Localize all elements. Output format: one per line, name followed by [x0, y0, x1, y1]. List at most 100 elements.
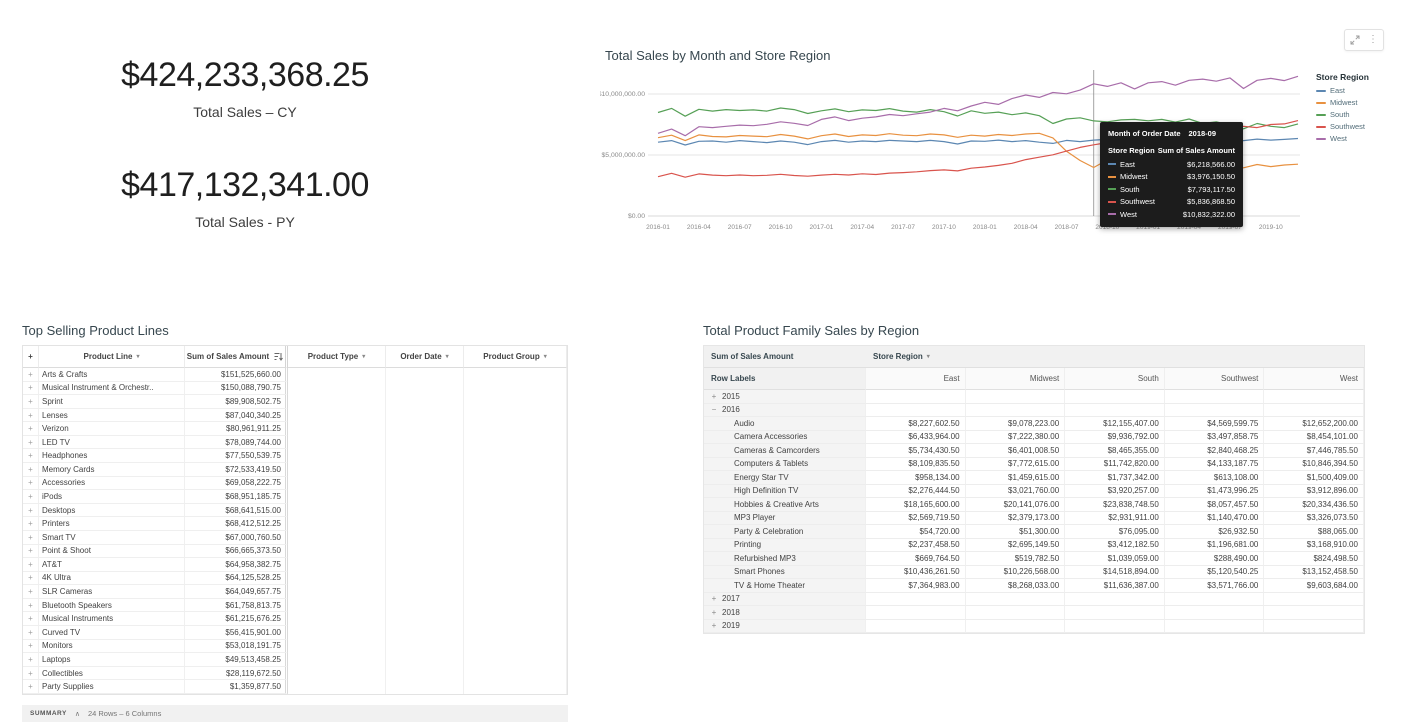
table-corner-add-button[interactable]: + [23, 346, 39, 368]
product-line-cell[interactable]: Musical Instruments [39, 612, 185, 626]
summary-collapse-button[interactable]: ∧ [74, 710, 80, 718]
expand-row-button[interactable]: + [23, 558, 39, 572]
expand-row-button[interactable]: + [23, 463, 39, 477]
expand-row-button[interactable]: + [23, 381, 39, 396]
expand-row-button[interactable]: + [23, 639, 39, 654]
expand-collapse-toggle[interactable]: + [711, 607, 717, 617]
product-line-cell[interactable]: Sprint [39, 395, 185, 409]
expand-row-button[interactable]: + [23, 395, 39, 409]
column-header-product-group[interactable]: Product Group ▾ [464, 346, 567, 368]
sales-amount-cell[interactable]: $56,415,901.00 [185, 625, 288, 640]
sales-amount-cell[interactable]: $77,550,539.75 [185, 449, 288, 464]
sales-amount-cell[interactable]: $68,412,512.25 [185, 517, 288, 531]
expand-collapse-toggle[interactable]: − [711, 405, 717, 415]
more-options-button[interactable]: ⋮ [1365, 32, 1381, 48]
expand-row-button[interactable]: + [23, 408, 39, 423]
product-line-cell[interactable]: Arts & Crafts [39, 368, 185, 382]
product-line-cell[interactable]: Monitors [39, 639, 185, 654]
expand-row-button[interactable]: + [23, 544, 39, 559]
sales-amount-cell[interactable]: $87,040,340.25 [185, 408, 288, 423]
legend-item-south[interactable]: South [1316, 110, 1406, 119]
pivot-year-row-label[interactable]: +2015 [704, 390, 866, 404]
product-line-cell[interactable]: Point & Shoot [39, 544, 185, 559]
pivot-region-header-east[interactable]: East [866, 368, 966, 390]
sales-amount-cell[interactable]: $64,958,382.75 [185, 558, 288, 572]
expand-row-button[interactable]: + [23, 666, 39, 681]
product-line-cell[interactable]: Musical Instrument & Orchestr.. [39, 381, 185, 396]
expand-row-button[interactable]: + [23, 435, 39, 450]
product-line-cell[interactable]: Accessories [39, 476, 185, 491]
product-line-cell[interactable]: Collectibles [39, 666, 185, 681]
product-line-cell[interactable]: Bluetooth Speakers [39, 598, 185, 613]
legend-item-west[interactable]: West [1316, 134, 1406, 143]
sales-amount-cell[interactable]: $80,961,911.25 [185, 422, 288, 436]
product-line-cell[interactable]: Lenses [39, 408, 185, 423]
product-line-cell[interactable]: LED TV [39, 435, 185, 450]
product-line-cell[interactable]: 4K Ultra [39, 571, 185, 586]
sales-amount-cell[interactable]: $61,215,676.25 [185, 612, 288, 626]
expand-button[interactable] [1347, 32, 1363, 48]
pivot-year-row-label[interactable]: +2017 [704, 592, 866, 606]
sales-amount-cell[interactable]: $49,513,458.25 [185, 653, 288, 667]
product-line-cell[interactable]: Headphones [39, 449, 185, 464]
pivot-year-row-label[interactable]: +2019 [704, 619, 866, 633]
series-line-south[interactable] [657, 107, 1299, 130]
sales-amount-cell[interactable]: $1,359,877.50 [185, 680, 288, 694]
sales-amount-cell[interactable]: $67,000,760.50 [185, 530, 288, 545]
expand-row-button[interactable]: + [23, 571, 39, 586]
column-header-sum-of-sales-amount[interactable]: Sum of Sales Amount [185, 346, 288, 368]
sales-amount-cell[interactable]: $68,951,185.75 [185, 490, 288, 504]
product-line-cell[interactable]: Memory Cards [39, 463, 185, 477]
pivot-region-header-south[interactable]: South [1065, 368, 1165, 390]
legend-item-southwest[interactable]: Southwest [1316, 122, 1406, 131]
column-header-product-type[interactable]: Product Type ▾ [288, 346, 386, 368]
expand-collapse-toggle[interactable]: + [711, 621, 717, 631]
sales-amount-cell[interactable]: $61,758,813.75 [185, 598, 288, 613]
sales-amount-cell[interactable]: $69,058,222.75 [185, 476, 288, 491]
product-line-cell[interactable]: Laptops [39, 653, 185, 667]
expand-row-button[interactable]: + [23, 625, 39, 640]
legend-item-midwest[interactable]: Midwest [1316, 98, 1406, 107]
series-line-west[interactable] [657, 75, 1299, 137]
sales-amount-cell[interactable]: $53,018,191.75 [185, 639, 288, 654]
expand-row-button[interactable]: + [23, 585, 39, 599]
sales-amount-cell[interactable]: $66,665,373.50 [185, 544, 288, 559]
product-line-cell[interactable]: Desktops [39, 503, 185, 518]
expand-row-button[interactable]: + [23, 517, 39, 531]
sales-amount-cell[interactable]: $72,533,419.50 [185, 463, 288, 477]
sales-amount-cell[interactable]: $151,525,660.00 [185, 368, 288, 382]
column-header-order-date[interactable]: Order Date ▾ [386, 346, 464, 368]
pivot-region-header-west[interactable]: West [1264, 368, 1364, 390]
sales-amount-cell[interactable]: $28,119,672.50 [185, 666, 288, 681]
product-line-cell[interactable]: Party Supplies [39, 680, 185, 694]
expand-row-button[interactable]: + [23, 476, 39, 491]
sales-amount-cell[interactable]: $68,641,515.00 [185, 503, 288, 518]
legend-item-east[interactable]: East [1316, 86, 1406, 95]
expand-row-button[interactable]: + [23, 612, 39, 626]
expand-row-button[interactable]: + [23, 368, 39, 382]
product-line-cell[interactable]: Smart TV [39, 530, 185, 545]
product-line-cell[interactable]: SLR Cameras [39, 585, 185, 599]
expand-row-button[interactable]: + [23, 422, 39, 436]
product-line-cell[interactable]: AT&T [39, 558, 185, 572]
product-line-cell[interactable]: iPods [39, 490, 185, 504]
expand-collapse-toggle[interactable]: + [711, 594, 717, 604]
pivot-region-header-southwest[interactable]: Southwest [1164, 368, 1265, 390]
pivot-column-group-header[interactable]: Store Region ▾ [866, 346, 1364, 368]
pivot-region-header-midwest[interactable]: Midwest [965, 368, 1066, 390]
sales-amount-cell[interactable]: $150,088,790.75 [185, 381, 288, 396]
pivot-year-row-label[interactable]: −2016 [704, 403, 866, 417]
sales-amount-cell[interactable]: $78,089,744.00 [185, 435, 288, 450]
expand-row-button[interactable]: + [23, 530, 39, 545]
expand-row-button[interactable]: + [23, 653, 39, 667]
product-line-cell[interactable]: Printers [39, 517, 185, 531]
product-line-cell[interactable]: Verizon [39, 422, 185, 436]
expand-collapse-toggle[interactable]: + [711, 391, 717, 401]
expand-row-button[interactable]: + [23, 490, 39, 504]
expand-row-button[interactable]: + [23, 680, 39, 694]
product-line-cell[interactable]: Curved TV [39, 625, 185, 640]
sales-amount-cell[interactable]: $64,049,657.75 [185, 585, 288, 599]
sales-amount-cell[interactable]: $64,125,528.25 [185, 571, 288, 586]
expand-row-button[interactable]: + [23, 449, 39, 464]
expand-row-button[interactable]: + [23, 598, 39, 613]
